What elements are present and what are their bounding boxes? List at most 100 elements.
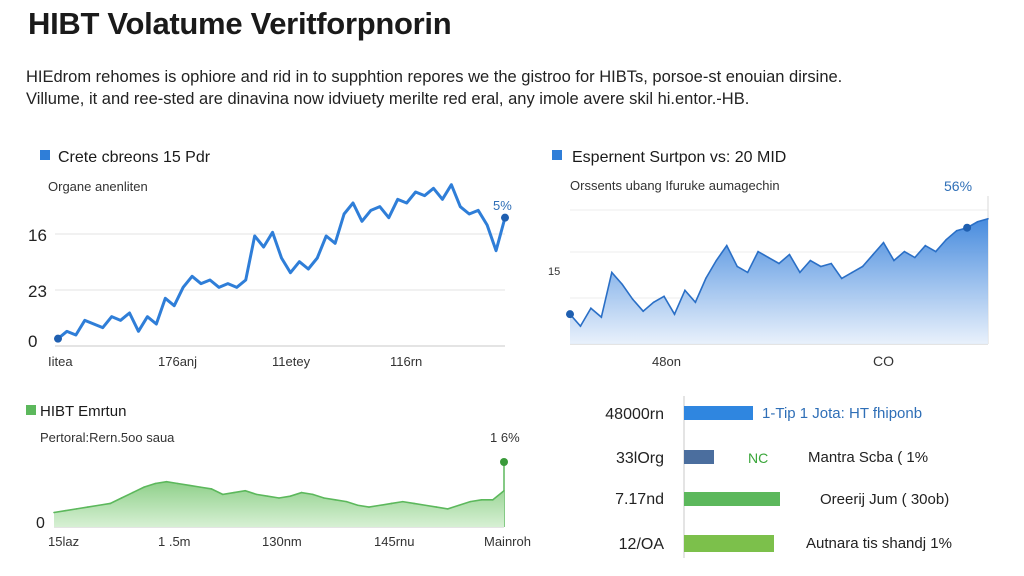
chart-3-data-point — [86, 506, 89, 508]
chart-2-data-point — [788, 253, 791, 256]
chart-3-data-point — [244, 489, 247, 492]
chart-3-data-point — [266, 495, 269, 497]
chart-1-data-point — [280, 257, 283, 259]
chart-1-subtitle: Organe anenliten — [48, 179, 148, 194]
chart-3-data-point — [323, 497, 325, 499]
chart-2-data-point — [673, 313, 676, 315]
chart-3-data-point — [413, 502, 415, 505]
chart-2-data-point — [861, 265, 864, 268]
chart-2-data-point — [976, 220, 979, 223]
chart-3-data-point — [64, 509, 67, 512]
chart-2-x-tick-label: 48on — [652, 354, 681, 369]
chart-1-x-tick-label: 176anj — [158, 354, 197, 369]
page-title: HIBT Volatume Veritforpnorin — [28, 6, 452, 41]
chart-1-data-point — [155, 323, 158, 325]
chart-4-bar — [684, 406, 753, 420]
chart-1-data-point — [137, 330, 140, 333]
chart-3-x-tick-label: 130nm — [262, 534, 302, 549]
chart-3-data-point — [221, 493, 224, 496]
chart-2-data-point — [934, 250, 937, 253]
chart-1-data-point — [405, 202, 408, 204]
chart-1-series-line — [57, 183, 507, 340]
chart-4-category-label: 33lOrg — [616, 450, 664, 467]
chart-2-data-point — [924, 244, 927, 247]
chart-2-left-label: 15 — [548, 266, 560, 278]
chart-1-data-point — [83, 319, 86, 322]
chart-2-data-point — [945, 238, 947, 241]
chart-3-data-point — [188, 484, 190, 487]
chart-1-data-point — [253, 235, 256, 237]
chart-2-data-point — [757, 250, 759, 253]
chart-3-data-point — [289, 495, 292, 497]
chart-2-data-point — [872, 253, 874, 256]
chart-1-data-point — [459, 205, 462, 208]
chart-2-data-point — [684, 289, 686, 292]
chart-2-data-point — [778, 262, 780, 265]
chart-3-data-point — [345, 500, 348, 503]
chart-2-data-point — [882, 241, 885, 244]
chart-1-data-point — [271, 231, 274, 234]
chart-1-y-tick-label: 0 — [28, 332, 37, 351]
chart-3-data-point — [368, 506, 370, 508]
intro-line-2: Villume, it and ree-sted are dinavina no… — [26, 90, 750, 108]
chart-1-data-point — [173, 304, 176, 307]
chart-3-data-point — [480, 499, 483, 501]
chart-2-data-point — [663, 295, 665, 298]
chart-3-x-tick-label: Mainroh — [484, 534, 531, 549]
chart-1-legend-swatch — [40, 150, 50, 160]
chart-1-title: Crete cbreons 15 Pdr — [58, 149, 211, 166]
chart-2-data-point — [600, 316, 603, 318]
chart-1-data-point — [235, 286, 238, 289]
chart-1-data-point — [468, 213, 471, 215]
chart-3-data-point — [255, 493, 258, 496]
chart-2-data-point — [652, 301, 655, 304]
chart-1-data-point — [361, 220, 363, 223]
chart-1-data-point — [226, 282, 229, 285]
chart-1-data-point — [316, 257, 319, 259]
chart-4-bar — [684, 492, 780, 506]
chart-4-inline-label: NC — [748, 450, 768, 466]
chart-4-bar-label: Oreerij Jum ( 30ob) — [820, 491, 949, 508]
chart-3-x-tick-label: 15laz — [48, 534, 79, 549]
chart-2-data-point — [987, 217, 989, 220]
chart-1-data-point — [441, 198, 444, 201]
chart-1-data-point — [387, 216, 390, 219]
chart-4-category-label: 12/OA — [619, 536, 665, 553]
chart-4-category-label: 7.17nd — [615, 491, 664, 508]
intro-line-1: HIEdrom rehomes is ophiore and rid in to… — [26, 68, 843, 86]
chart-2-data-point — [736, 265, 738, 268]
chart-3-data-point — [109, 502, 112, 505]
chart-1-data-point — [218, 286, 220, 289]
chart-3-subtitle: Pertoral:Rern.5oo saua — [40, 430, 175, 445]
chart-1-data-point — [298, 260, 301, 263]
chart-1-data-point — [101, 326, 104, 329]
chart-3-data-point — [154, 482, 157, 485]
chart-3-data-point — [165, 480, 168, 483]
chart-1-data-point — [334, 242, 337, 245]
chart-1-data-point — [432, 187, 435, 190]
chart-3-data-point — [503, 489, 505, 492]
chart-2-data-point — [631, 298, 634, 301]
chart-4-bar — [684, 450, 714, 464]
chart-1-data-point — [450, 183, 453, 186]
chart-2-data-point — [914, 256, 916, 259]
chart-1-data-point — [396, 198, 399, 201]
chart-2: Espernent Surtpon vs: 20 MID Orssents ub… — [548, 149, 989, 369]
chart-1-end-label: 5% — [493, 198, 512, 213]
chart-3-data-point — [379, 504, 382, 507]
chart-1-data-point — [325, 235, 328, 237]
chart-2-data-point — [955, 229, 958, 232]
chart-1-data-point — [307, 268, 310, 270]
chart-1-data-point — [378, 205, 381, 208]
chart-1-data-point — [66, 330, 68, 333]
chart-3-end-marker — [500, 458, 508, 466]
chart-1-y-tick-label: 16 — [28, 226, 47, 245]
chart-1-data-point — [182, 286, 185, 289]
chart-2-data-point — [809, 259, 812, 262]
chart-1-data-point — [414, 191, 417, 193]
chart-2-data-point — [579, 325, 582, 327]
chart-1-end-marker — [501, 213, 509, 222]
chart-3-data-point — [75, 508, 78, 510]
chart-4: 48000rn 33lOrg 7.17nd 12/OA 1-Tip 1 Jota… — [605, 396, 952, 558]
chart-2-data-point — [621, 283, 624, 286]
